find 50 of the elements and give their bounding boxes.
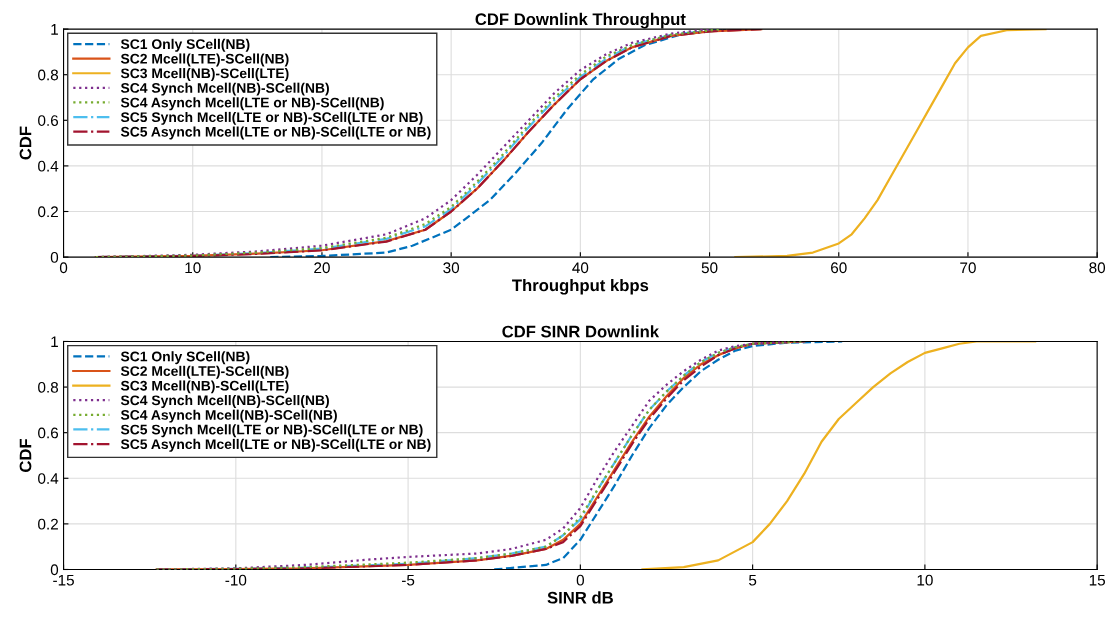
y-axis-title: CDF (19, 438, 32, 472)
x-tick-label: 80 (1089, 262, 1106, 274)
y-tick-label: 0.4 (38, 473, 59, 484)
line-series (641, 341, 1037, 570)
x-tick-label: 70 (960, 262, 976, 274)
y-tick-label: 0.8 (38, 69, 59, 81)
y-tick-label: 0.6 (38, 427, 59, 439)
chart-title: CDF Downlink Throughput (475, 12, 686, 29)
y-tick-label: 0.2 (38, 518, 58, 530)
line-series (493, 341, 844, 570)
x-axis-title: SINR dB (547, 591, 613, 604)
y-tick-label: 0 (50, 251, 59, 263)
y-tick-label: 0.2 (38, 206, 58, 218)
y-tick-label: 0.6 (38, 115, 59, 126)
x-tick-label: 50 (701, 262, 718, 274)
y-tick-label: 1 (51, 24, 58, 35)
x-tick-label: 0 (576, 574, 585, 586)
x-tick-label: 30 (443, 262, 460, 274)
legend-label: SC2 Mcell(LTE)-SCell(NB) (120, 365, 289, 379)
x-tick-label: -15 (53, 574, 74, 586)
chart-title: CDF SINR Downlink (502, 325, 660, 338)
y-tick-label: 0.8 (38, 381, 59, 393)
legend-label: SC1 Only SCell(NB) (120, 38, 250, 52)
x-tick-label: -5 (401, 574, 415, 586)
legend-label: SC3 Mcell(NB)-SCell(LTE) (120, 380, 289, 394)
legend-label: SC5 Asynch Mcell(LTE or NB)-SCell(LTE or NB) (120, 126, 431, 140)
x-tick-label: 40 (572, 262, 589, 274)
legend-label: SC2 Mcell(LTE)-SCell(NB) (120, 53, 289, 67)
y-tick-label: 1 (51, 336, 58, 347)
y-axis-title: CDF (19, 126, 32, 160)
legend-label: SC5 Asynch Mcell(LTE or NB)-SCell(LTE or NB) (120, 438, 431, 452)
legend-label: SC4 Asynch Mcell(NB)-SCell(NB) (120, 409, 337, 423)
x-tick-label: -10 (225, 574, 247, 586)
x-tick-label: 10 (185, 262, 201, 274)
x-tick-label: 20 (314, 262, 330, 274)
y-tick-label: 0.4 (38, 160, 59, 172)
legend-label: SC3 Mcell(NB)-SCell(LTE) (120, 68, 289, 81)
legend-label: SC5 Synch Mcell(LTE or NB)-SCell(LTE or NB) (120, 111, 423, 125)
y-tick-label: 0 (50, 564, 59, 576)
x-axis-title: Throughput kbps (512, 278, 649, 295)
x-tick-label: 5 (748, 574, 757, 586)
legend-label: SC4 Synch Mcell(NB)-SCell(NB) (120, 395, 329, 408)
legend-label: SC4 Asynch Mcell(LTE or NB)-SCell(NB) (120, 97, 384, 111)
legend-label: SC5 Synch Mcell(LTE or NB)-SCell(LTE or NB) (120, 424, 423, 438)
x-tick-label: 15 (1089, 574, 1106, 586)
legend-label: SC1 Only SCell(NB) (120, 351, 250, 365)
x-tick-label: 0 (59, 262, 68, 274)
x-tick-label: 10 (917, 574, 933, 586)
legend-label: SC4 Synch Mcell(NB)-SCell(NB) (120, 82, 329, 96)
x-tick-label: 60 (831, 262, 847, 274)
